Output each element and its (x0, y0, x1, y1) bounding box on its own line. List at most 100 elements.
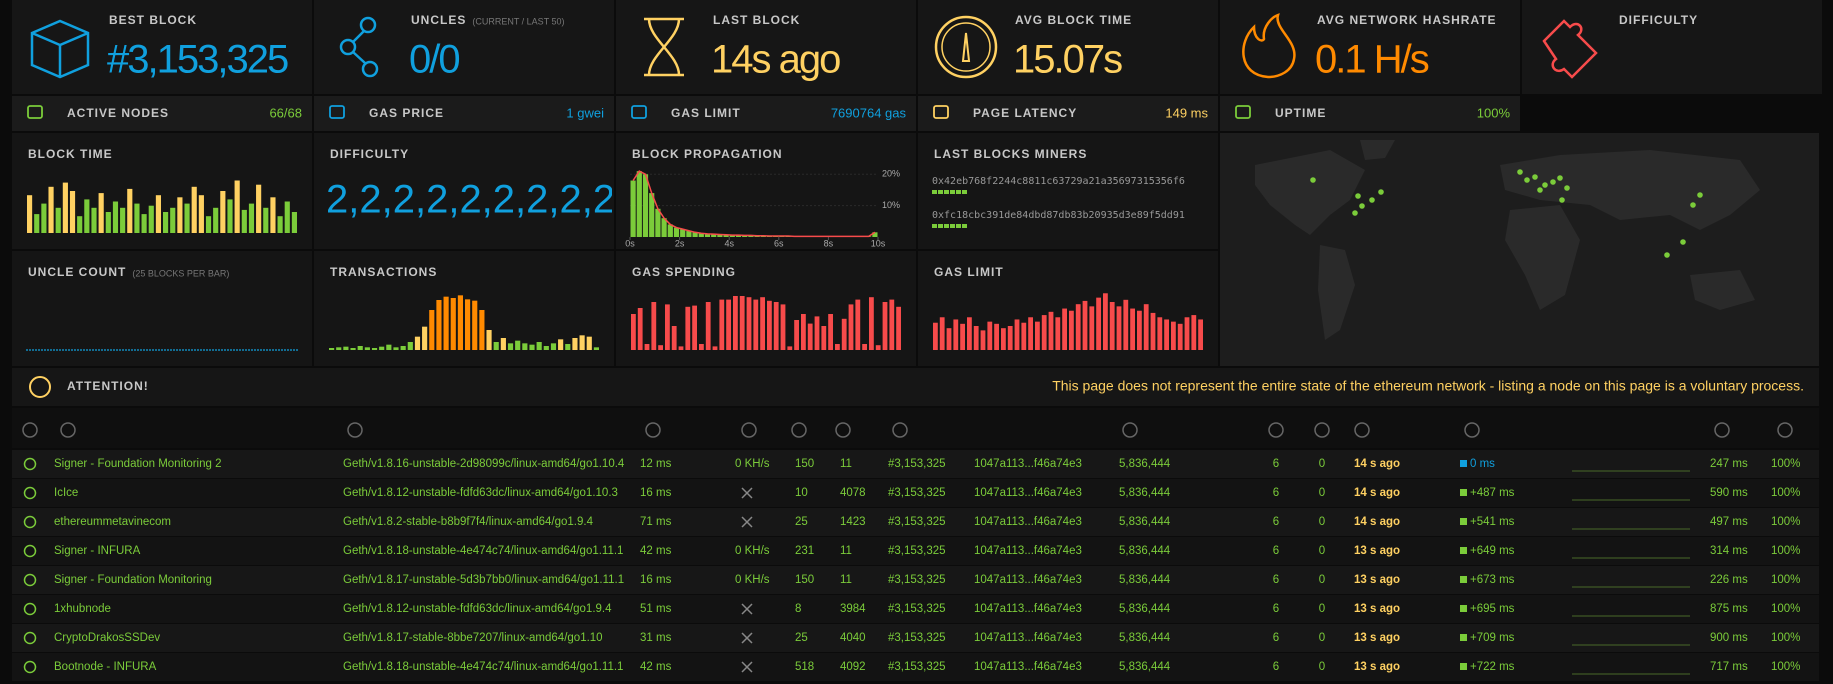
cell-peers: 150 (795, 574, 814, 586)
bar (748, 235, 754, 237)
bar (507, 343, 514, 350)
cell-hashrate: 0 KH/s (735, 574, 770, 586)
small-stat-panel (918, 96, 1218, 131)
header-icon (1354, 422, 1370, 438)
bar (565, 344, 571, 350)
cell-name: IcIce (54, 487, 78, 499)
stat-label: BEST BLOCK (109, 13, 197, 27)
bar (105, 212, 111, 233)
propagation-square (1460, 547, 1467, 554)
cell-difficulty: 5,836,444 (1119, 574, 1171, 586)
cell-hash: 1047a113...f46a74e3 (974, 603, 1082, 615)
bar (987, 321, 993, 350)
cell-latency: 31 ms (640, 632, 672, 644)
cell-difficulty: 5,836,444 (1119, 661, 1171, 673)
bar (1143, 304, 1149, 350)
chart-panel (314, 133, 614, 249)
cell-name: Signer - Foundation Monitoring (54, 574, 212, 586)
table-row (12, 595, 1819, 623)
header-icon (835, 422, 851, 438)
bar (705, 302, 711, 350)
bar (637, 308, 643, 350)
bar (414, 336, 421, 350)
bar (1157, 317, 1163, 350)
map-node (1559, 197, 1565, 203)
bar (665, 304, 670, 350)
icon (941, 22, 991, 72)
cell-name: Bootnode - INFURA (54, 661, 157, 673)
table-header (12, 408, 1819, 448)
cell-uptime: 100% (1771, 661, 1800, 673)
no-mining-icon (741, 487, 753, 499)
cell-difficulty: 5,836,444 (1119, 516, 1171, 528)
bar (685, 306, 691, 350)
cell-block: #3,153,325 (888, 603, 946, 615)
cell-uptime: 100% (1771, 632, 1800, 644)
bar (704, 233, 711, 237)
small-stat-icon (27, 105, 43, 119)
propagation-line (632, 170, 876, 238)
bar (270, 197, 276, 233)
cell-last-block: 14 s ago (1354, 458, 1400, 470)
cell-block: #3,153,325 (888, 458, 946, 470)
header-icon (892, 422, 908, 438)
bar (479, 310, 485, 350)
cell-block: #3,153,325 (888, 574, 946, 586)
cell-last-block: 13 s ago (1354, 632, 1400, 644)
bar (717, 234, 723, 237)
miner-block (944, 190, 949, 194)
header-icon (1777, 422, 1793, 438)
bar (933, 322, 938, 350)
miner-address: 0xfc18cbc391de84dbd87db83b20935d3e89f5dd… (932, 210, 1185, 221)
bar (457, 295, 463, 350)
cell-uncles: 0 (1319, 545, 1325, 557)
attention-message: This page does not represent the entire … (1052, 378, 1804, 394)
bar (733, 296, 738, 350)
bar (84, 199, 90, 233)
small-stat-icon (933, 105, 949, 119)
header-icon (741, 422, 757, 438)
header-icon (1714, 422, 1730, 438)
chart-label: DIFFICULTY (330, 147, 409, 161)
bar (1191, 315, 1197, 350)
bar (450, 298, 456, 350)
bar (586, 336, 592, 350)
map-node (1564, 185, 1570, 191)
bar (486, 330, 492, 350)
bar (973, 326, 979, 350)
bar (579, 335, 585, 350)
bar (62, 182, 68, 233)
map-node (1352, 210, 1358, 216)
bar (213, 207, 219, 233)
chart-label: GAS SPENDING (632, 265, 736, 279)
cell-name: Signer - INFURA (54, 545, 141, 557)
bar (1137, 310, 1142, 350)
bar (263, 207, 269, 233)
no-mining-icon (741, 603, 753, 615)
bar (329, 348, 335, 350)
cell-avg-latency: 590 ms (1710, 487, 1748, 499)
small-stat-icon (329, 105, 345, 119)
bar (1198, 319, 1203, 350)
table-row (12, 653, 1819, 681)
stat-panel (616, 0, 916, 94)
miner-block (932, 190, 937, 194)
bar (593, 347, 599, 350)
bar (1109, 302, 1115, 350)
status-icon (23, 544, 37, 558)
cell-uncles: 0 (1319, 458, 1325, 470)
map-node (1550, 179, 1556, 185)
cell-txs: 6 (1273, 603, 1279, 615)
bar (1164, 319, 1169, 350)
bar (91, 207, 97, 233)
cell-client: Geth/v1.8.17-stable-8bbe7207/linux-amd64… (343, 632, 603, 644)
bar (719, 299, 725, 350)
bar (767, 300, 772, 350)
cell-uncles: 0 (1319, 516, 1325, 528)
bar (1062, 308, 1067, 350)
cell-pending: 1423 (840, 516, 866, 528)
bar (515, 340, 521, 350)
small-stat-label: ACTIVE NODES (67, 106, 169, 120)
map-land (1690, 270, 1755, 310)
cell-avg-latency: 314 ms (1710, 545, 1748, 557)
